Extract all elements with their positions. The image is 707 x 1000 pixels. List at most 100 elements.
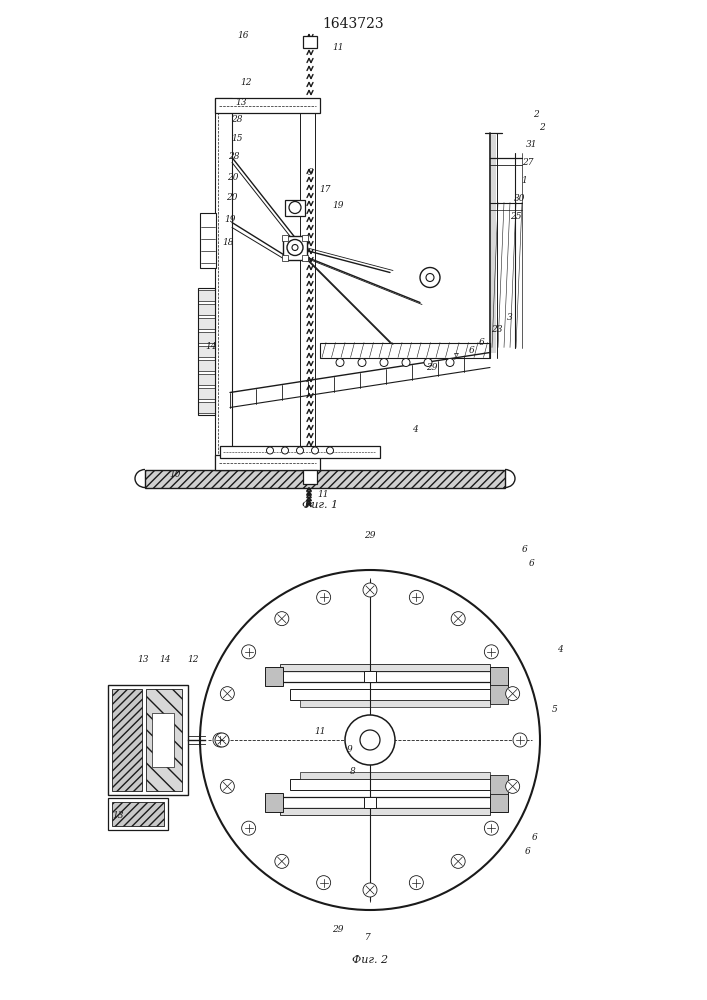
Text: Фиг. 2: Фиг. 2 [352,955,388,965]
Circle shape [267,447,274,454]
Text: 27: 27 [522,158,534,167]
Text: 19: 19 [224,215,235,224]
Circle shape [409,876,423,890]
Bar [290,779,500,790]
Bar [300,700,490,707]
Bar [145,470,505,488]
Bar [265,793,283,812]
Bar [198,290,215,300]
Circle shape [221,687,234,701]
Text: 28: 28 [228,152,240,161]
Bar [198,332,215,342]
Circle shape [289,202,301,214]
Circle shape [380,359,388,366]
Bar [303,35,317,47]
Text: 6: 6 [525,848,531,856]
Text: 8: 8 [350,768,356,776]
Bar [198,346,215,357]
Circle shape [360,730,380,750]
Bar [220,446,380,458]
Circle shape [358,359,366,366]
Text: 15: 15 [231,134,243,143]
Bar [285,200,305,216]
Circle shape [363,583,377,597]
Text: 7: 7 [365,934,371,942]
Bar [215,98,232,470]
Text: 3: 3 [507,313,513,322]
Bar [302,254,308,260]
Circle shape [292,244,298,250]
Text: 29: 29 [426,363,438,372]
Text: 2: 2 [539,123,545,132]
Circle shape [221,779,234,793]
Bar [280,808,490,815]
Text: 19: 19 [332,201,344,210]
Polygon shape [320,342,490,358]
Bar [303,470,317,484]
Text: 29: 29 [364,530,375,540]
Circle shape [275,612,289,626]
Bar [146,689,182,791]
Text: 20: 20 [226,193,238,202]
Text: 6: 6 [529,558,535,568]
Text: 17: 17 [320,185,331,194]
Bar [200,213,216,267]
Circle shape [327,447,334,454]
Circle shape [409,590,423,604]
Text: 12: 12 [187,656,199,664]
Bar [198,288,215,414]
Circle shape [296,447,303,454]
Text: 6: 6 [469,346,475,355]
Text: 9: 9 [347,746,353,755]
Bar [283,235,307,259]
Circle shape [426,273,434,282]
Text: 20: 20 [227,173,239,182]
Text: 4: 4 [557,646,563,654]
Circle shape [242,645,256,659]
Circle shape [345,715,395,765]
Circle shape [451,854,465,868]
Bar [282,234,288,240]
Text: 7: 7 [453,353,459,362]
Circle shape [402,359,410,366]
Text: 28: 28 [231,115,243,124]
Text: 6: 6 [522,546,528,554]
Text: 10: 10 [169,470,181,479]
Bar [198,360,215,370]
Circle shape [451,612,465,626]
Bar [270,797,500,808]
Bar [198,318,215,328]
Circle shape [484,821,498,835]
Text: 11: 11 [332,43,344,52]
Text: 6: 6 [532,834,538,842]
Text: 9: 9 [308,168,314,177]
Text: 11: 11 [317,490,329,499]
Circle shape [363,883,377,897]
Text: 16: 16 [238,31,249,40]
Bar [490,793,508,812]
Text: 13: 13 [112,810,124,820]
Bar [282,254,288,260]
Text: Фиг. 1: Фиг. 1 [302,499,338,510]
Circle shape [336,359,344,366]
Circle shape [420,267,440,288]
Bar [490,685,508,704]
Circle shape [484,645,498,659]
Circle shape [242,821,256,835]
Text: 18: 18 [222,238,234,247]
Bar [112,802,164,826]
Bar [265,667,283,686]
Circle shape [275,854,289,868]
Bar [198,373,215,384]
Bar [198,387,215,398]
Text: 23: 23 [491,325,503,334]
Text: 4: 4 [412,425,418,434]
Bar [108,798,168,830]
Text: 13: 13 [235,98,247,107]
Circle shape [446,359,454,366]
Bar [290,689,500,700]
Text: 11: 11 [314,728,326,736]
Circle shape [506,779,520,793]
Circle shape [506,687,520,701]
Bar [490,667,508,686]
